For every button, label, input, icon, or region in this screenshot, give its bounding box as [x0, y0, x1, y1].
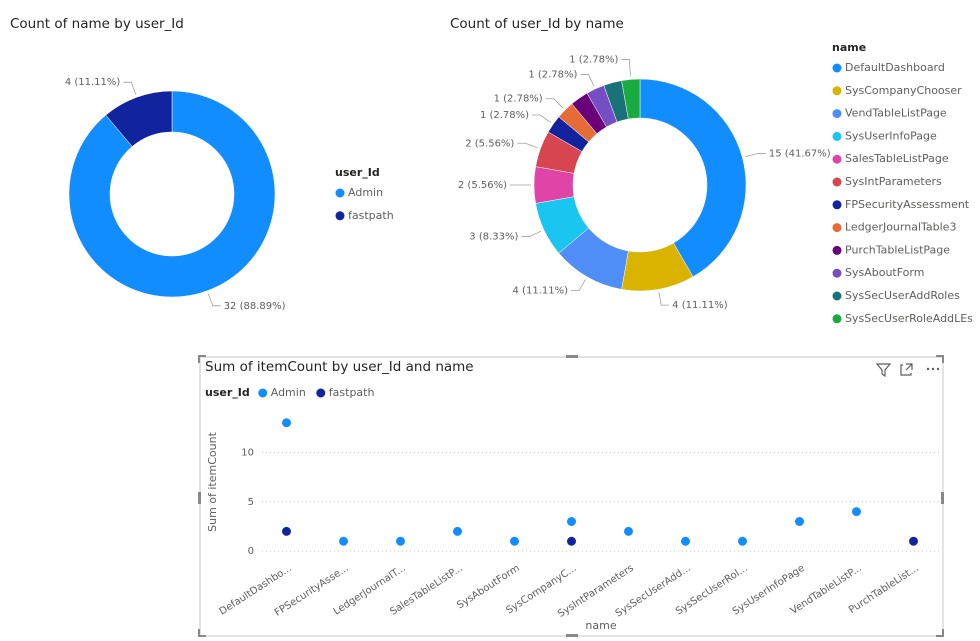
legend-label[interactable]: SysIntParameters	[845, 175, 942, 188]
donut-slice	[105, 90, 173, 147]
legend-marker	[335, 211, 345, 221]
data-label: 4 (11.11%)	[513, 286, 569, 297]
scatter-point[interactable]	[624, 526, 633, 536]
scatter-point[interactable]	[282, 418, 291, 428]
legend-label[interactable]: SysCompanyChooser	[845, 84, 962, 97]
legend-label[interactable]: PurchTableListPage	[845, 243, 950, 256]
data-label: 32 (88.89%)	[224, 301, 286, 312]
data-label: 2 (5.56%)	[458, 180, 507, 191]
leader-line	[521, 230, 542, 237]
scatter-point[interactable]	[339, 536, 348, 546]
legend-marker	[832, 268, 842, 278]
data-label: 1 (2.78%)	[494, 94, 543, 105]
scatter-point[interactable]	[681, 536, 690, 546]
x-axis-title: name	[585, 619, 616, 632]
scatter-point[interactable]	[795, 517, 804, 526]
legend-marker	[832, 131, 842, 141]
donut-slice	[68, 90, 276, 298]
leader-line	[621, 59, 631, 77]
legend-label[interactable]: SysAboutForm	[845, 266, 924, 279]
donut-slice	[621, 78, 641, 120]
scatter-point[interactable]	[510, 536, 519, 546]
scatter-point[interactable]	[567, 536, 576, 546]
filter-icon[interactable]	[875, 363, 892, 378]
donut-slice	[639, 78, 747, 278]
legend-marker	[832, 314, 842, 324]
leader-line	[658, 292, 670, 306]
legend-title: name	[832, 41, 866, 54]
legend-marker	[258, 388, 268, 398]
data-label: 4 (11.11%)	[65, 77, 121, 88]
y-tick-label: 0	[248, 546, 254, 557]
legend-marker	[832, 223, 842, 233]
legend-marker	[832, 86, 842, 96]
y-axis-title: Sum of itemCount	[206, 431, 219, 531]
legend-label[interactable]: DefaultDashboard	[845, 61, 945, 74]
legend-label[interactable]: SalesTableListPage	[845, 152, 949, 165]
legend-label[interactable]: SysSecUserAddRoles	[845, 289, 960, 302]
leader-line	[532, 114, 551, 123]
legend-label[interactable]: FPSecurityAssessment	[845, 198, 970, 211]
legend-title: user_Id	[205, 386, 250, 399]
data-label: 2 (5.56%)	[465, 138, 514, 149]
legend-marker	[832, 109, 842, 119]
leader-line	[545, 98, 564, 109]
legend-marker	[832, 200, 842, 210]
scatter-point[interactable]	[738, 536, 747, 546]
chart-title: Count of user_Id by name	[450, 16, 624, 32]
legend-label[interactable]: SysUserInfoPage	[845, 129, 937, 142]
focus-mode-icon[interactable]	[900, 363, 913, 376]
legend-label[interactable]: fastpath	[329, 386, 375, 399]
leader-line	[123, 81, 137, 95]
legend-marker	[832, 291, 842, 301]
data-label: 1 (2.78%)	[569, 54, 618, 65]
chart-title: Count of name by user_Id	[10, 16, 184, 32]
leader-line	[517, 142, 538, 149]
leader-line	[580, 74, 595, 87]
scatter-point[interactable]	[396, 536, 405, 546]
data-label: 1 (2.78%)	[480, 110, 529, 121]
scatter-point[interactable]	[852, 507, 861, 517]
resize-handles	[198, 355, 944, 637]
data-label: 4 (11.11%)	[672, 300, 728, 311]
chart-title: Sum of itemCount by user_Id and name	[205, 359, 474, 375]
legend-label[interactable]: Admin	[271, 386, 306, 399]
legend-label[interactable]: VendTableListPage	[845, 107, 947, 120]
legend-label[interactable]: fastpath	[348, 209, 394, 222]
leader-line	[207, 293, 221, 307]
data-label: 3 (8.33%)	[469, 232, 518, 243]
y-tick-label: 10	[241, 447, 254, 458]
visual-frame[interactable]	[199, 356, 944, 637]
scatter-point[interactable]	[453, 526, 462, 536]
legend-marker	[832, 154, 842, 164]
leader-line	[571, 279, 586, 292]
scatter-point[interactable]	[567, 517, 576, 526]
legend-label[interactable]: LedgerJournalTable3	[845, 221, 956, 234]
legend-marker	[335, 188, 345, 198]
data-label: 15 (41.67%)	[769, 148, 831, 159]
data-label: 1 (2.78%)	[528, 69, 577, 80]
legend-marker	[832, 177, 842, 187]
leader-line	[745, 153, 766, 158]
legend-marker	[832, 63, 842, 73]
legend-label[interactable]: Admin	[348, 186, 383, 199]
legend-marker	[832, 245, 842, 255]
legend-label[interactable]: SysSecUserRoleAddLEs	[845, 312, 973, 325]
legend-marker	[316, 388, 326, 398]
visual-header-icons	[875, 363, 913, 378]
scatter-point[interactable]	[282, 526, 291, 536]
more-options-icon[interactable]	[926, 367, 940, 371]
y-tick-label: 5	[248, 497, 254, 508]
scatter-point[interactable]	[909, 536, 918, 546]
legend-title: user_Id	[335, 166, 380, 179]
